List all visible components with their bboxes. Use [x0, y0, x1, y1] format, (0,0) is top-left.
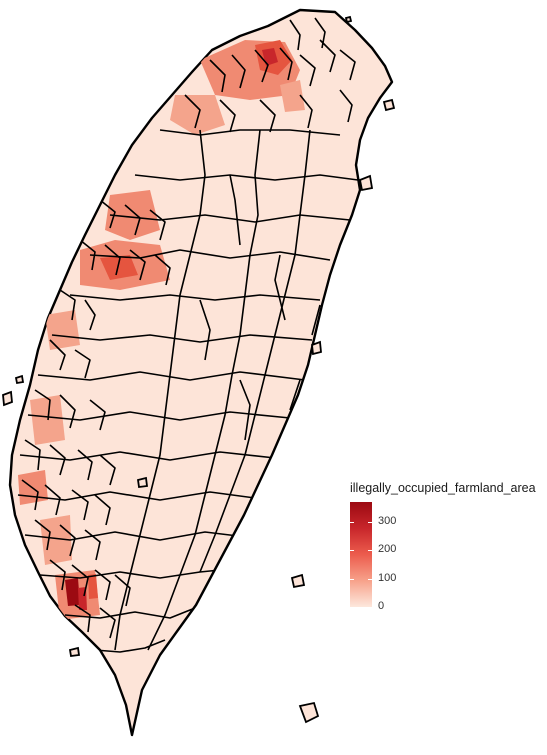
legend-tick-mark [368, 550, 372, 551]
legend-tick-label: 200 [378, 543, 397, 555]
island-outline [8, 8, 394, 737]
legend-title: illegally_occupied_farmland_area [350, 481, 536, 495]
legend-tick-mark [350, 607, 354, 608]
legend-tick-mark [368, 579, 372, 580]
legend-tick-label: 0 [378, 600, 385, 612]
legend-tick-mark [350, 522, 354, 523]
hotspot-regions [18, 40, 305, 620]
legend-tick-mark [350, 579, 354, 580]
offshore-islands [2, 15, 396, 724]
legend-color-bar [350, 502, 372, 607]
legend-tick-mark [350, 550, 354, 551]
legend-tick-label: 100 [378, 572, 397, 584]
legend-tick-mark [368, 522, 372, 523]
district-boundaries [17, 17, 359, 653]
legend-tick-label: 300 [378, 515, 397, 527]
legend-tick-mark [368, 607, 372, 608]
